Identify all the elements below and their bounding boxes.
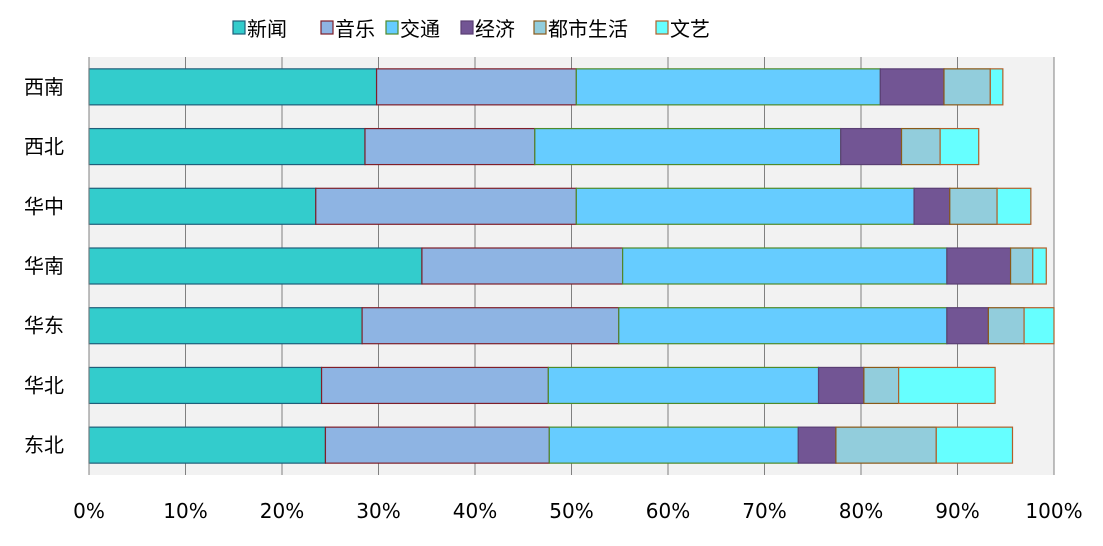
- bar-segment: [547, 366, 820, 405]
- bar-segment: [88, 247, 423, 285]
- bar-segment: [900, 127, 941, 166]
- legend-item: 经济: [460, 17, 515, 41]
- legend-item: 文艺: [655, 17, 710, 41]
- legend-item: 都市生活: [533, 17, 628, 41]
- bar-segment: [364, 127, 536, 166]
- legend-label: 新闻: [247, 17, 287, 41]
- bar-segment: [817, 366, 865, 405]
- legend-swatch: [320, 20, 334, 35]
- bar-segment: [88, 307, 363, 345]
- bar-segment: [840, 127, 903, 166]
- legend-label: 都市生活: [548, 17, 628, 41]
- bar-segment: [575, 68, 881, 106]
- bar-segment: [88, 68, 378, 106]
- x-tick-label: 70%: [742, 499, 786, 523]
- bar-segment: [421, 247, 624, 285]
- bar-segment: [534, 127, 842, 166]
- category-label: 西南: [24, 75, 64, 99]
- legend-item: 新闻: [232, 17, 287, 41]
- bar-segment: [618, 307, 948, 345]
- bar-segment: [939, 127, 980, 166]
- bar-segment: [996, 187, 1032, 225]
- legend-label: 文艺: [670, 17, 710, 41]
- bar-segment: [835, 426, 937, 464]
- bar-segment: [987, 307, 1025, 345]
- legend-item: 交通: [385, 17, 440, 41]
- x-tick-label: 80%: [839, 499, 883, 523]
- bar-segment: [622, 247, 948, 285]
- x-tick-label: 60%: [646, 499, 690, 523]
- bar-segment: [949, 187, 998, 225]
- category-label: 东北: [24, 433, 64, 457]
- x-tick-label: 10%: [163, 499, 207, 523]
- bar-segment: [315, 187, 577, 225]
- x-tick-label: 30%: [356, 499, 400, 523]
- bar-segment: [1009, 247, 1034, 285]
- category-label: 西北: [24, 135, 64, 159]
- bar-segment: [943, 68, 991, 106]
- legend-swatch: [460, 20, 474, 35]
- legend-label: 音乐: [335, 17, 375, 41]
- category-label: 华中: [24, 194, 64, 218]
- bar-segment: [879, 68, 945, 106]
- legend-swatch: [385, 20, 399, 35]
- category-label: 华东: [24, 314, 64, 338]
- x-tick-label: 40%: [453, 499, 497, 523]
- legend: 新闻 音乐 交通 经济 都市生活 文艺: [232, 17, 710, 41]
- legend-swatch: [232, 20, 246, 35]
- legend-label: 交通: [400, 17, 440, 41]
- bar-segment: [935, 426, 1014, 464]
- x-tick-label: 100%: [1025, 499, 1082, 523]
- category-label: 华北: [24, 373, 64, 397]
- bar-segment: [375, 68, 577, 106]
- x-tick-label: 90%: [935, 499, 979, 523]
- bar-segment: [946, 247, 1012, 285]
- bar-segment: [797, 426, 837, 464]
- category-label: 华南: [24, 254, 64, 278]
- bar-segment: [575, 187, 915, 225]
- legend-swatch: [655, 20, 669, 35]
- bar-segment: [88, 426, 327, 464]
- legend-swatch: [533, 20, 547, 35]
- bar-segment: [863, 366, 900, 405]
- bar-segment: [88, 187, 317, 225]
- bar-segment: [88, 366, 323, 405]
- bars: [88, 68, 1055, 464]
- bar-segment: [548, 426, 799, 464]
- bar-segment: [88, 127, 366, 166]
- bar-segment: [946, 307, 989, 345]
- x-tick-label: 50%: [549, 499, 593, 523]
- bar-segment: [1032, 247, 1047, 285]
- bar-segment: [989, 68, 1004, 106]
- legend-item: 音乐: [320, 17, 375, 41]
- x-tick-label: 20%: [260, 499, 304, 523]
- x-tick-label: 0%: [73, 499, 105, 523]
- bar-segment: [1023, 307, 1055, 345]
- bar-segment: [898, 366, 996, 405]
- bar-segment: [324, 426, 550, 464]
- legend-label: 经济: [475, 17, 515, 41]
- bar-segment: [320, 366, 549, 405]
- bar-segment: [913, 187, 951, 225]
- bar-segment: [361, 307, 620, 345]
